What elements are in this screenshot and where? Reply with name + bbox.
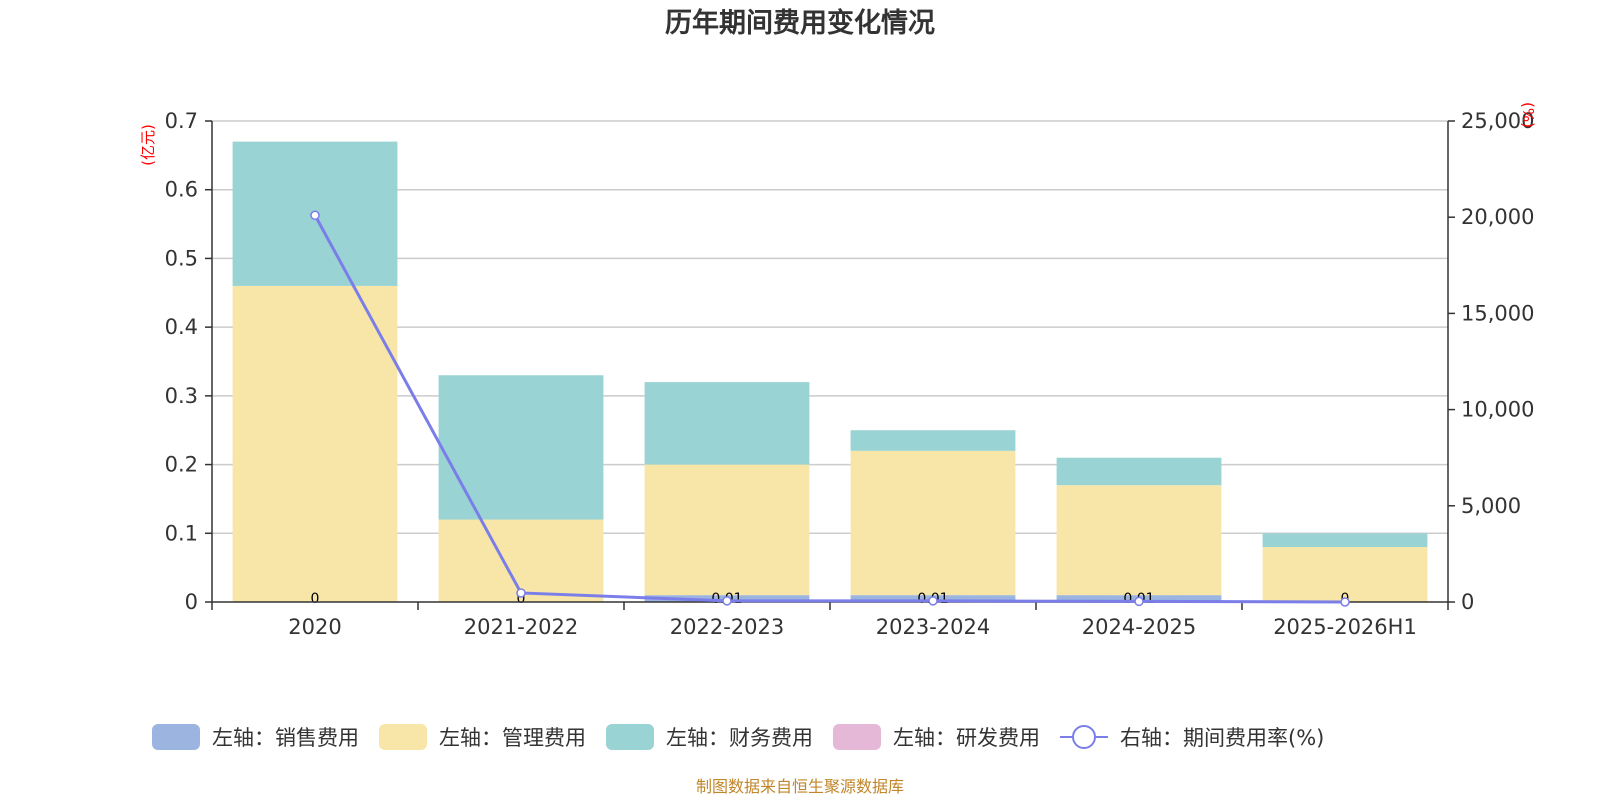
right-tick-label: 10,000 <box>1461 398 1534 422</box>
bars-group <box>232 141 1428 602</box>
left-tick-label: 0 <box>185 590 198 614</box>
line-point <box>1340 597 1350 607</box>
x-tick-label: 2021-2022 <box>464 615 578 639</box>
x-tick-label: 2024-2025 <box>1082 615 1196 639</box>
legend-label: 左轴：财务费用 <box>666 726 813 750</box>
x-tick-label: 2025-2026H1 <box>1273 615 1417 639</box>
legend-swatch <box>606 724 654 750</box>
bar <box>1056 485 1222 596</box>
legend-label: 左轴：研发费用 <box>893 726 1040 750</box>
legend-swatch <box>152 724 200 750</box>
right-axis-unit: (%) <box>1519 102 1537 128</box>
bar <box>850 450 1016 596</box>
legend: 左轴：销售费用 左轴：管理费用 左轴：财务费用 左轴：研发费用 右轴：期间费用率(%) <box>152 724 1324 750</box>
legend-marker <box>1072 725 1096 749</box>
left-tick-label: 0.5 <box>165 246 198 270</box>
line-series-path <box>313 214 1346 604</box>
line-point <box>516 588 526 598</box>
right-tick-label: 15,000 <box>1461 301 1534 325</box>
bar-value-label: 0 <box>517 591 526 607</box>
legend-label: 左轴：销售费用 <box>212 726 359 750</box>
x-tick-label: 2020 <box>288 615 341 639</box>
right-tick-label: 0 <box>1461 590 1474 614</box>
x-tick-label: 2022-2023 <box>670 615 784 639</box>
source-note: 制图数据来自恒生聚源数据库 <box>696 777 904 796</box>
bar <box>1056 457 1222 486</box>
line-series-group <box>310 210 1350 607</box>
line-point <box>928 596 938 606</box>
bar <box>644 382 810 465</box>
left-tick-label: 0.7 <box>165 109 198 133</box>
left-tick-label: 0.4 <box>165 315 198 339</box>
bar-value-label: 0 <box>311 591 320 607</box>
bar <box>850 430 1016 451</box>
legend-swatch <box>833 724 881 750</box>
bar <box>438 375 604 520</box>
right-tick-label: 5,000 <box>1461 494 1521 518</box>
legend-swatch <box>379 724 427 750</box>
right-tick-label: 20,000 <box>1461 205 1534 229</box>
line-point <box>1134 596 1144 607</box>
left-axis-unit: (亿元) <box>139 124 157 166</box>
bar <box>644 464 810 596</box>
legend-label: 左轴：管理费用 <box>439 726 586 750</box>
x-tick-label: 2023-2024 <box>876 615 990 639</box>
chart-title: 历年期间费用变化情况 <box>665 7 935 39</box>
bar <box>1262 547 1428 602</box>
grid-lines <box>212 120 1448 535</box>
left-tick-label: 0.1 <box>165 521 198 545</box>
left-tick-label: 0.2 <box>165 453 198 477</box>
left-tick-label: 0.3 <box>165 384 198 408</box>
bar <box>232 285 398 602</box>
bar <box>1262 533 1428 548</box>
line-point <box>310 210 320 221</box>
right-tick-label: 25,000 <box>1461 109 1534 133</box>
line-point <box>722 596 732 606</box>
legend-label: 右轴：期间费用率(%) <box>1120 726 1324 750</box>
left-tick-label: 0.6 <box>165 178 198 202</box>
